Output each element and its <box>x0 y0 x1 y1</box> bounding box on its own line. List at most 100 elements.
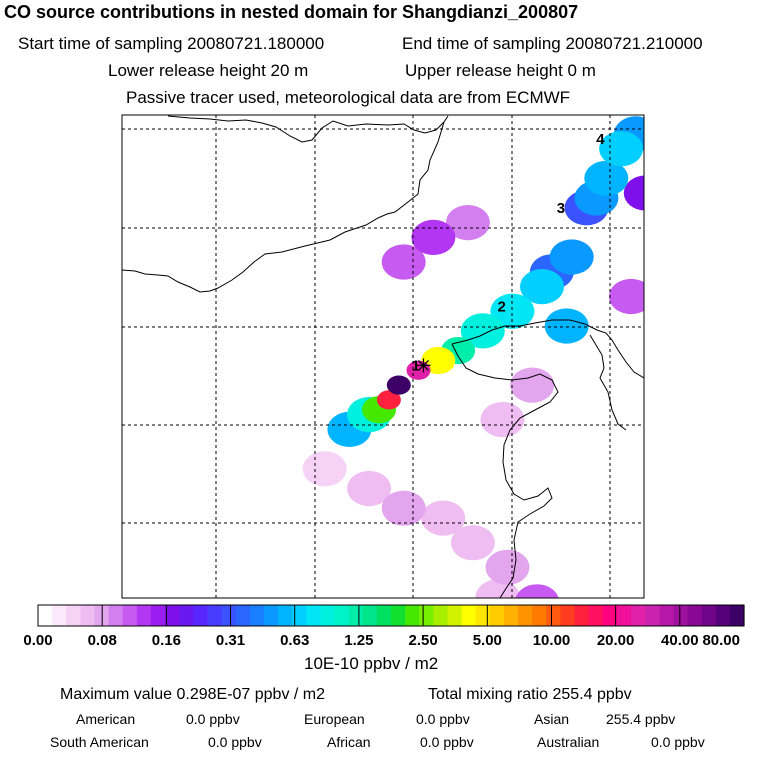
colorbar-cell <box>235 605 251 626</box>
colorbar-frame <box>37 604 745 627</box>
colorbar-cell <box>263 605 279 626</box>
plume-cell <box>485 549 530 585</box>
plume-cell <box>609 278 644 315</box>
region-australian: Australian <box>537 734 600 750</box>
plume-cell <box>411 219 456 255</box>
plume-cell <box>421 500 466 536</box>
coastlines <box>122 115 644 598</box>
colorbar-cell <box>66 605 81 626</box>
region-american-value: 0.0 ppbv <box>186 711 240 727</box>
colorbar-cell <box>122 605 138 626</box>
plume-cell <box>386 375 411 395</box>
map-background <box>122 115 644 598</box>
map-frame <box>121 114 645 599</box>
colorbar-cell <box>701 605 717 626</box>
colorbar-cell <box>362 605 378 626</box>
colorbar-tick-labels: 0.00 0.08 0.16 0.31 0.63 1.25 2.50 5.00 10.00 20.… <box>23 632 740 649</box>
colorbar-cell <box>560 605 576 626</box>
colorbar-cell <box>574 605 590 626</box>
colorbar-cell <box>52 605 67 626</box>
chart-title: CO source contributions in nested domain… <box>4 2 579 22</box>
region-american: American <box>76 711 136 727</box>
trajectory-label: 3 <box>557 200 565 217</box>
colorbar-cell <box>729 605 745 626</box>
colorbar-cell <box>376 605 392 626</box>
end-time-label: End time of sampling 20080721.210000 <box>402 34 703 53</box>
plume-cell <box>623 175 644 211</box>
colorbar-tick-label: 10.00 <box>533 632 571 649</box>
colorbar-cell <box>179 605 194 626</box>
colorbar-cell <box>503 605 519 626</box>
tracer-note: Passive tracer used, meteorological data… <box>126 88 571 107</box>
region-african-value: 0.0 ppbv <box>420 734 474 750</box>
trajectory-label: 1 <box>412 357 420 374</box>
coast-line-bay <box>451 343 559 598</box>
coast-line-peninsula <box>589 334 627 431</box>
colorbar-cell <box>631 605 646 626</box>
colorbar-cell <box>447 605 463 626</box>
plume-layer <box>302 116 644 598</box>
colorbar-cell <box>348 605 364 626</box>
colorbar-cell <box>278 605 293 626</box>
colorbar-tick-label: 0.63 <box>280 632 309 649</box>
plume-cell <box>347 470 392 507</box>
lower-release-label: Lower release height 20 m <box>108 61 309 80</box>
plume-cell <box>510 367 555 403</box>
region-african: African <box>327 734 371 750</box>
colorbar-cell <box>687 605 703 626</box>
border-line-main <box>122 121 445 293</box>
plume-cell <box>381 244 426 280</box>
border-line-north <box>167 115 449 143</box>
colorbar-cell <box>320 605 336 626</box>
trajectory-label: 2 <box>498 298 506 315</box>
colorbar-cell <box>419 605 434 626</box>
plume-cell <box>376 390 401 410</box>
trajectory-label: 4 <box>596 131 605 148</box>
colorbar-cell <box>433 605 449 626</box>
total-mixing-label: Total mixing ratio 255.4 ppbv <box>428 686 632 703</box>
colorbar-cell <box>136 605 152 626</box>
colorbar-cell <box>80 605 96 626</box>
plume-cell <box>549 239 594 275</box>
colorbar-unit: 10E-10 ppbv / m2 <box>304 654 439 673</box>
colorbar-tick-label: 5.00 <box>473 632 502 649</box>
colorbar-tick-label: 2.50 <box>408 632 437 649</box>
plume-cell <box>490 293 535 329</box>
colorbar-cell <box>518 605 533 626</box>
colorbar-cell <box>546 605 562 626</box>
plume-cell <box>450 525 495 561</box>
colorbar-cell <box>673 605 689 626</box>
plume-cell <box>584 160 629 196</box>
colorbar-cell <box>165 605 180 626</box>
colorbar-cell <box>292 605 307 626</box>
colorbar-cell <box>249 605 265 626</box>
colorbar-cells <box>38 605 745 626</box>
max-value-label: Maximum value 0.298E-07 ppbv / m2 <box>60 686 326 703</box>
colorbar-cell <box>38 605 53 626</box>
colorbar-cell <box>659 605 674 626</box>
colorbar-cell <box>193 605 209 626</box>
region-asian: Asian <box>534 711 570 727</box>
colorbar-cell <box>461 605 477 626</box>
colorbar-tick-label: 1.25 <box>344 632 373 649</box>
colorbar-cell <box>221 605 237 626</box>
start-time-label: Start time of sampling 20080721.180000 <box>18 34 325 53</box>
colorbar-tick-label: 0.31 <box>216 632 245 649</box>
colorbar-cell <box>645 605 660 626</box>
colorbar-cell <box>391 605 406 626</box>
colorbar-cell <box>532 605 547 626</box>
colorbar-tick-label: 0.16 <box>152 632 181 649</box>
trajectory-markers: 1 2 3 4 <box>412 131 606 375</box>
region-south-american: South American <box>50 734 149 750</box>
colorbar-tick-label: 80.00 <box>702 632 740 649</box>
colorbar-cell <box>108 605 124 626</box>
colorbar-cell <box>489 605 505 626</box>
colorbar-tick-label: 40.00 <box>661 632 699 649</box>
colorbar-cell <box>475 605 491 626</box>
colorbar-cell <box>602 605 618 626</box>
lat-lon-grid <box>122 115 644 598</box>
plume-cell <box>445 205 490 241</box>
colorbar-cell <box>306 605 321 626</box>
plume-cell <box>302 451 347 487</box>
